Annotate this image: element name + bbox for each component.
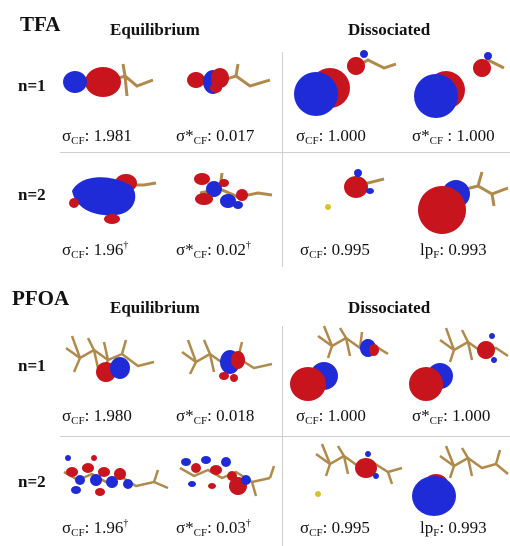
tfa-n1-eq-sigma-star-value: σ*CF: 0.017 bbox=[176, 126, 255, 147]
tfa-n2-sigma-star-orbital bbox=[194, 172, 273, 209]
pfoa-n1-sigma-star-orbital bbox=[181, 339, 273, 382]
pfoa-n2-sigma-orbital bbox=[63, 455, 169, 496]
pfoa-n2-dissociated-lone-pair-orbital bbox=[412, 445, 509, 516]
tfa-n2-sigma-orbital bbox=[69, 174, 157, 224]
pfoa-n1-dissociated-sigma-star-orbital bbox=[409, 327, 509, 401]
tfa-row-divider bbox=[60, 152, 510, 153]
pfoa-n1-diss-sigma-star-value: σ*CF: 1.000 bbox=[412, 406, 491, 427]
pfoa-row-divider bbox=[60, 436, 510, 437]
tfa-n1-dissociated-sigma-orbital bbox=[294, 50, 397, 116]
pfoa-row1-label: n=1 bbox=[18, 356, 46, 375]
pfoa-n1-eq-sigma-value: σCF: 1.980 bbox=[62, 406, 132, 427]
tfa-n2-eq-sigma-value: σCF: 1.96† bbox=[62, 240, 129, 261]
tfa-column-divider bbox=[282, 52, 283, 267]
tfa-n1-eq-sigma-value: σCF: 1.981 bbox=[62, 126, 132, 147]
pfoa-n1-eq-sigma-star-value: σ*CF: 0.018 bbox=[176, 406, 255, 427]
pfoa-n1-sigma-orbital bbox=[65, 335, 155, 382]
pfoa-n1-diss-sigma-value: σCF: 1.000 bbox=[296, 406, 366, 427]
pfoa-n2-diss-sigma-value: σCF: 0.995 bbox=[300, 518, 370, 539]
pfoa-n2-dissociated-sigma-orbital bbox=[315, 443, 403, 497]
tfa-n1-sigma-orbital bbox=[63, 63, 154, 97]
tfa-n2-dissociated-sigma-orbital bbox=[325, 169, 385, 210]
pfoa-n1-dissociated-sigma-orbital bbox=[290, 325, 389, 401]
pfoa-n2-eq-sigma-value: σCF: 1.96† bbox=[62, 518, 129, 539]
tfa-n2-diss-sigma-value: σCF: 0.995 bbox=[300, 240, 370, 261]
pfoa-row2-label: n=2 bbox=[18, 472, 46, 491]
tfa-row2-label: n=2 bbox=[18, 185, 46, 204]
pfoa-equilibrium-heading: Equilibrium bbox=[110, 298, 200, 317]
pfoa-n2-sigma-star-orbital bbox=[179, 456, 276, 497]
tfa-n2-dissociated-lone-pair-orbital bbox=[418, 171, 509, 234]
tfa-n1-sigma-star-orbital bbox=[187, 63, 271, 94]
tfa-n1-diss-sigma-star-value: σ*CF : 1.000 bbox=[412, 126, 495, 147]
pfoa-n2-diss-lone-pair-value: lpF: 0.993 bbox=[420, 518, 487, 539]
tfa-title: TFA bbox=[20, 12, 61, 36]
tfa-n2-eq-sigma-star-value: σ*CF: 0.02† bbox=[176, 240, 251, 261]
tfa-n2-diss-lone-pair-value: lpF: 0.993 bbox=[420, 240, 487, 261]
tfa-n1-diss-sigma-value: σCF: 1.000 bbox=[296, 126, 366, 147]
pfoa-n2-eq-sigma-star-value: σ*CF: 0.03† bbox=[176, 518, 251, 539]
tfa-row1-label: n=1 bbox=[18, 76, 46, 95]
pfoa-dissociated-heading: Dissociated bbox=[348, 298, 431, 317]
tfa-dissociated-heading: Dissociated bbox=[348, 20, 431, 39]
tfa-n1-dissociated-sigma-star-orbital bbox=[414, 52, 505, 118]
tfa-equilibrium-heading: Equilibrium bbox=[110, 20, 200, 39]
pfoa-title: PFOA bbox=[12, 286, 70, 310]
